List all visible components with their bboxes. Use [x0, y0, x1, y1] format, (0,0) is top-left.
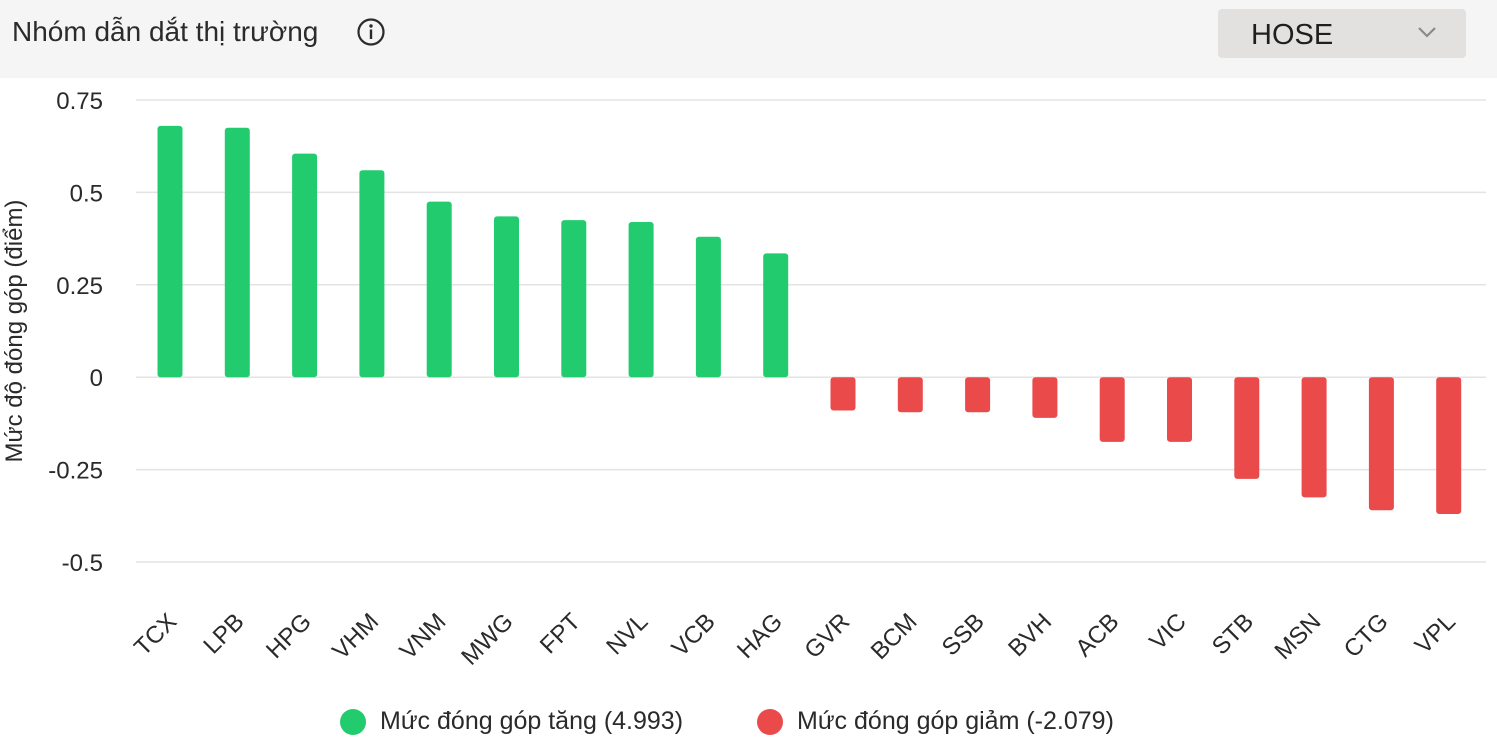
bar-tcx[interactable] [157, 125, 183, 378]
info-icon[interactable] [356, 17, 386, 47]
y-tick-label: 0.5 [70, 180, 103, 207]
chevron-down-icon [1418, 27, 1436, 38]
y-tick-label: 0.25 [56, 273, 103, 300]
x-tick-label: GVR [799, 608, 855, 664]
bar-acb[interactable] [1099, 377, 1125, 442]
header-bar: Nhóm dẫn dắt thị trường HOSE [0, 0, 1497, 78]
exchange-select[interactable]: HOSE [1218, 9, 1466, 58]
bar-mwg[interactable] [494, 216, 519, 378]
x-tick-label: STB [1207, 608, 1259, 660]
page-title: Nhóm dẫn dắt thị trường [12, 16, 319, 47]
bar-stb[interactable] [1234, 377, 1260, 479]
bar-chart: 0.75 0.5 0.25 0 -0.25 -0.5 Mức độ đóng góp (đi… [1, 88, 1486, 671]
legend-label-up: Mức đóng góp tăng (4.993) [380, 707, 684, 735]
x-tick-label: HAG [732, 608, 788, 664]
y-tick-label: 0 [90, 365, 103, 392]
bar-gvr[interactable] [830, 377, 856, 411]
x-tick-label: HPG [261, 608, 317, 664]
y-axis-title: Mức độ đóng góp (điểm) [1, 200, 28, 463]
bar-vpl[interactable] [1436, 377, 1462, 514]
bar-vic[interactable] [1167, 377, 1192, 442]
x-tick-label: TCX [129, 608, 182, 661]
x-tick-label: NVL [601, 608, 653, 660]
bar-hpg[interactable] [292, 153, 318, 378]
bar-ctg[interactable] [1368, 377, 1394, 511]
x-tick-label: ACB [1070, 608, 1124, 662]
legend-label-down: Mức đóng góp giảm (-2.079) [797, 707, 1114, 735]
x-tick-label: VHM [327, 608, 384, 665]
x-tick-label: FPT [535, 608, 586, 659]
bar-vnm[interactable] [426, 201, 452, 378]
y-tick-label: 0.75 [56, 88, 103, 115]
bar-vcb[interactable] [695, 236, 721, 378]
bar-lpb[interactable] [224, 127, 250, 378]
x-tick-label: MSN [1270, 608, 1327, 665]
bar-msn[interactable] [1301, 377, 1327, 498]
legend-dot-down [757, 709, 783, 735]
bar-ssb[interactable] [965, 377, 991, 413]
chart-legend: Mức đóng góp tăng (4.993) Mức đóng góp g… [0, 704, 1497, 740]
bar-fpt[interactable] [561, 220, 587, 378]
x-tick-label: VPL [1410, 608, 1461, 659]
bar-nvl[interactable] [628, 221, 654, 378]
x-tick-label: BCM [866, 608, 923, 665]
x-tick-label: VNM [395, 608, 452, 665]
x-tick-label: CTG [1339, 608, 1394, 663]
x-tick-label: MWG [456, 608, 518, 670]
bar-bcm[interactable] [897, 377, 923, 413]
bar-vhm[interactable] [359, 170, 385, 378]
x-tick-label: SSB [937, 608, 990, 661]
x-tick-label: VCB [667, 608, 721, 662]
legend-dot-up [340, 709, 366, 735]
y-tick-label: -0.5 [62, 550, 103, 577]
x-tick-label: LPB [198, 608, 249, 659]
x-tick-label: BVH [1003, 608, 1057, 662]
y-tick-label: -0.25 [48, 458, 103, 485]
bar-bvh[interactable] [1032, 377, 1058, 418]
x-tick-label: VIC [1144, 608, 1191, 655]
exchange-select-value: HOSE [1251, 19, 1334, 51]
bar-hag[interactable] [763, 253, 789, 378]
